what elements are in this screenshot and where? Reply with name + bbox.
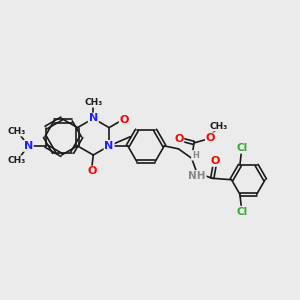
Text: O: O [174, 134, 183, 143]
Text: N: N [89, 113, 98, 124]
Text: CH₃: CH₃ [209, 122, 227, 130]
Text: N: N [24, 141, 33, 151]
Text: O: O [87, 167, 97, 176]
Text: N: N [104, 141, 114, 151]
Text: CH₃: CH₃ [8, 127, 26, 136]
Text: CH₃: CH₃ [8, 156, 26, 165]
Text: Cl: Cl [237, 207, 248, 217]
Text: O: O [206, 133, 215, 143]
Text: O: O [211, 156, 220, 166]
Text: NH: NH [188, 171, 206, 181]
Text: Cl: Cl [237, 143, 248, 153]
Text: CH₃: CH₃ [84, 98, 102, 107]
Text: H: H [192, 151, 199, 160]
Text: O: O [120, 115, 129, 125]
